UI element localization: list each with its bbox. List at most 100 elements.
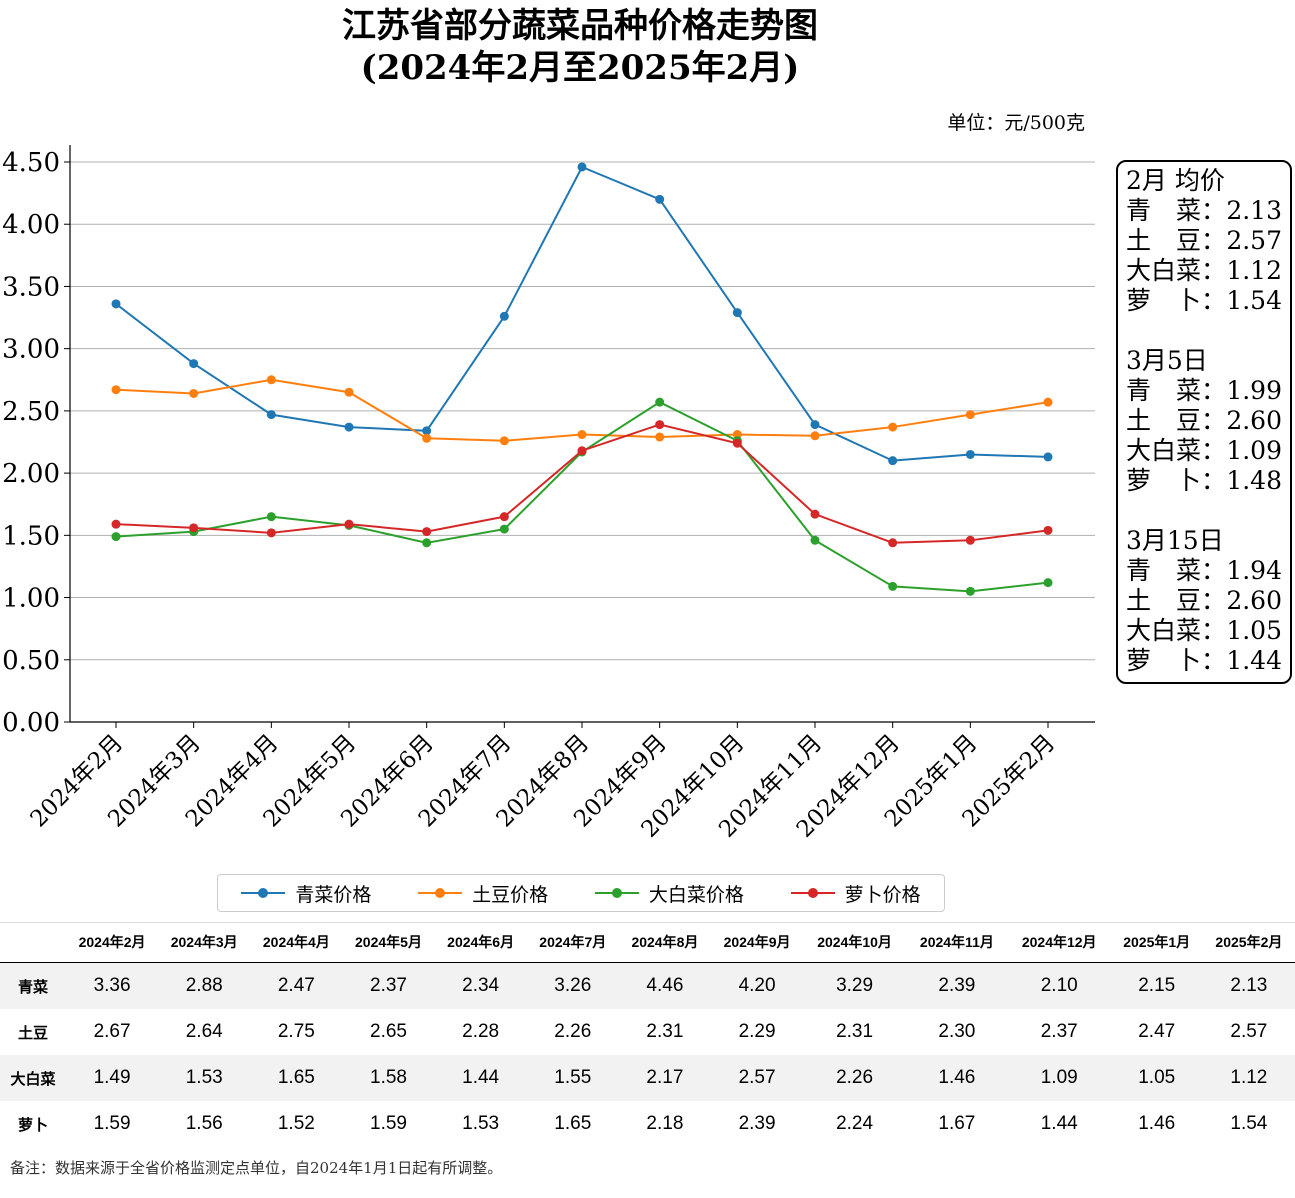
y-tick-label: 1.50 xyxy=(2,521,60,551)
data-point xyxy=(965,410,975,420)
table-cell: 2.28 xyxy=(462,1021,500,1042)
annotation-item-name: 土 豆： xyxy=(1126,586,1227,615)
table-header-cell: 2024年11月 xyxy=(905,922,1008,963)
annotation-item-name: 青 菜： xyxy=(1126,196,1227,225)
table-cell: 1.59 xyxy=(370,1113,407,1134)
table-cell: 1.52 xyxy=(277,1113,315,1134)
y-tick-label: 2.00 xyxy=(2,459,60,489)
annotation-row: 青 菜： 1.99 xyxy=(1126,376,1282,406)
table-cell: 2.37 xyxy=(1040,1021,1078,1042)
legend-label: 大白菜价格 xyxy=(648,883,744,906)
legend-item: 萝卜价格 xyxy=(790,880,921,907)
data-point xyxy=(189,388,199,398)
annotation-item-name: 青 菜： xyxy=(1126,376,1227,405)
unit-label: 单位：元/500克 xyxy=(947,112,1085,134)
data-point xyxy=(499,512,509,522)
annotation-row: 土 豆： 2.57 xyxy=(1126,226,1282,256)
annotation-item-name: 萝 卜： xyxy=(1126,466,1227,495)
annotation-item-value: 2.60 xyxy=(1226,406,1282,435)
annotation-heading: 3月15日 xyxy=(1126,526,1224,555)
table-cell: 2.13 xyxy=(1202,962,1295,1009)
table-cell: 1.09 xyxy=(1007,1055,1111,1101)
y-tick-label: 0.00 xyxy=(2,708,60,738)
table-cell: 2.29 xyxy=(738,1021,776,1042)
data-point xyxy=(655,194,665,204)
annotation-item-value: 1.94 xyxy=(1226,556,1282,585)
annotation-item-value: 1.05 xyxy=(1226,616,1282,645)
table-cell: 2.57 xyxy=(710,1055,804,1101)
table-cell: 1.53 xyxy=(462,1113,500,1134)
table-row: 青菜 3.36 2.88 2.47 2.37 2.34 3.26 4.46 4.20 3.29 2.… xyxy=(0,962,1295,1009)
table-cell: 1.46 xyxy=(905,1055,1008,1101)
table-row-label: 青菜 xyxy=(0,962,66,1009)
table-cell: 2.75 xyxy=(277,1021,315,1042)
table-cell: 2.88 xyxy=(158,962,251,1009)
annotation-item-value: 2.13 xyxy=(1226,196,1282,225)
table-row-label: 大白菜 xyxy=(0,1055,66,1101)
table-cell: 2.65 xyxy=(370,1021,407,1042)
table-cell: 2.47 xyxy=(250,962,343,1009)
data-point xyxy=(965,449,975,459)
annotation-heading: 3月5日 xyxy=(1126,346,1208,375)
annotation-row: 青 菜： 2.13 xyxy=(1126,196,1282,226)
table-row-label: 土豆 xyxy=(17,1024,48,1042)
annotation-row: 大白菜： 1.12 xyxy=(1126,256,1282,286)
chart-subtitle: (2024年2月至2025年2月) xyxy=(360,48,800,88)
table-row-label: 萝卜 xyxy=(17,1116,48,1134)
table-header-cell: 2024年10月 xyxy=(803,922,906,963)
table-header-cell: 2024年7月 xyxy=(526,922,619,963)
table-row: 大白菜 1.49 1.53 1.65 1.58 1.44 1.55 2.17 2.57 2.26 1… xyxy=(0,1055,1295,1101)
annotation-item-value: 1.12 xyxy=(1226,256,1282,285)
table-header-cell: 2024年5月 xyxy=(342,922,435,963)
table-cell: 2.39 xyxy=(738,1113,776,1134)
table-cell: 2.67 xyxy=(93,1021,131,1042)
annotation-item-value: 2.57 xyxy=(1226,226,1282,255)
price-data-table: 2024年2月 2024年3月 2024年4月 2024年5月 2024年6月 2024年… xyxy=(0,922,1295,1147)
legend-swatch xyxy=(418,887,463,899)
legend-item: 土豆价格 xyxy=(418,880,548,907)
table-cell: 1.54 xyxy=(1230,1113,1268,1134)
annotation-row: 土 豆： 2.60 xyxy=(1126,586,1282,616)
legend-swatch xyxy=(790,887,835,899)
annotation-item-name: 萝 卜： xyxy=(1126,286,1227,315)
annotation-heading: 2月 均价 xyxy=(1126,166,1225,195)
table-cell: 2.34 xyxy=(434,962,527,1009)
data-point xyxy=(732,430,742,440)
data-point xyxy=(965,535,975,545)
data-point xyxy=(577,446,587,456)
annotation-block: 2月 均价青 菜： 2.13 土 豆： 2.57 大白菜： 1.12 萝 卜： 1.54 xyxy=(1126,166,1282,316)
y-tick-label: 4.00 xyxy=(2,210,60,240)
data-point xyxy=(577,162,587,172)
chart-legend: 青菜价格 土豆价格 大白菜价格 萝卜价格 xyxy=(217,874,945,912)
table-cell: 1.55 xyxy=(526,1055,619,1101)
annotation-item-value: 1.09 xyxy=(1226,436,1282,465)
table-corner xyxy=(0,922,66,963)
annotation-item-name: 大白菜： xyxy=(1126,436,1227,465)
annotation-row: 土 豆： 2.60 xyxy=(1126,406,1282,436)
data-point xyxy=(888,581,898,591)
y-tick-label: 0.50 xyxy=(2,646,60,676)
data-point xyxy=(499,524,509,534)
table-row: 萝卜 1.59 1.56 1.52 1.59 1.53 1.65 2.18 2.39 2.24 1.… xyxy=(0,1101,1295,1147)
data-point xyxy=(655,432,665,442)
y-tick-label: 1.00 xyxy=(2,584,60,614)
data-point xyxy=(810,420,820,430)
data-point xyxy=(422,433,432,443)
data-point xyxy=(266,375,276,385)
annotation-row: 萝 卜： 1.54 xyxy=(1126,286,1282,316)
annotation-block: 3月15日青 菜： 1.94 土 豆： 2.60 大白菜： 1.05 萝 卜： 1.44 xyxy=(1126,526,1282,676)
table-cell: 1.56 xyxy=(185,1113,223,1134)
annotation-item-name: 大白菜： xyxy=(1126,256,1227,285)
table-cell: 4.20 xyxy=(710,962,804,1009)
table-header-cell: 2024年3月 xyxy=(158,922,251,963)
data-point xyxy=(422,538,432,548)
price-annotation-box: 2月 均价青 菜： 2.13 土 豆： 2.57 大白菜： 1.12 萝 卜： 1.54 3月5… xyxy=(1116,160,1292,684)
table-cell: 1.12 xyxy=(1202,1055,1295,1101)
series-line xyxy=(115,165,1049,462)
annotation-item-name: 大白菜： xyxy=(1126,616,1227,645)
annotation-item-name: 土 豆： xyxy=(1126,406,1227,435)
data-point xyxy=(888,456,898,466)
table-cell: 1.46 xyxy=(1138,1113,1176,1134)
data-point xyxy=(111,519,121,529)
y-tick-label: 3.50 xyxy=(2,272,60,302)
